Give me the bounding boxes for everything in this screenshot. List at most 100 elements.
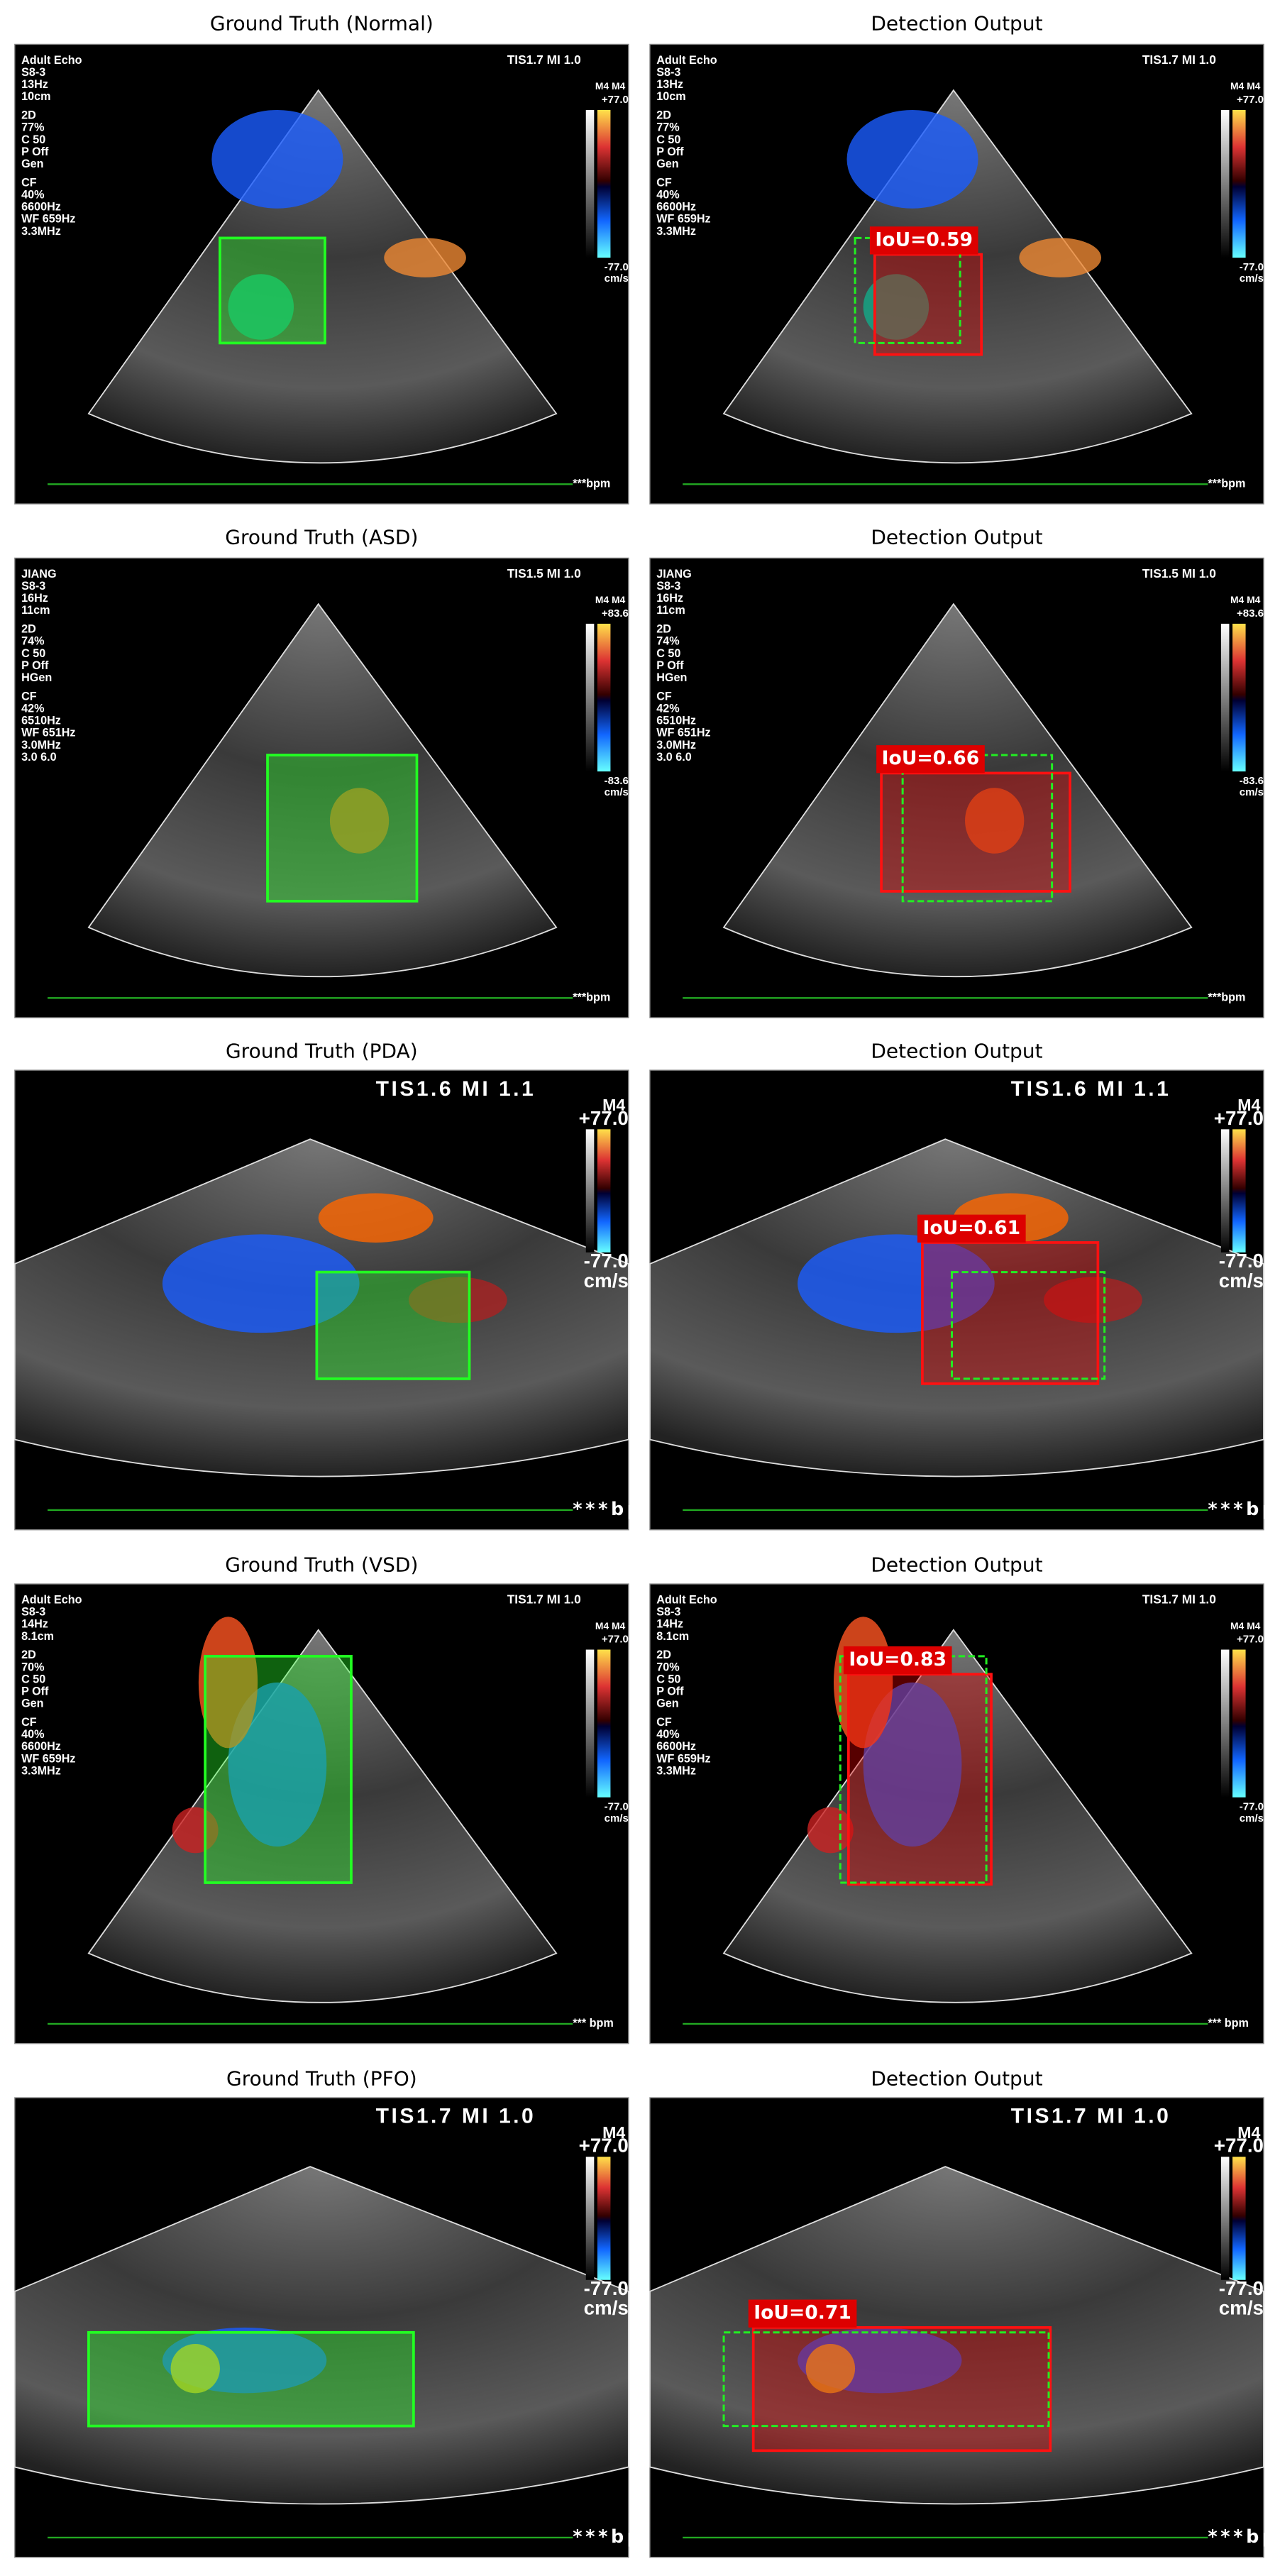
tis-label: TIS1.5 MI 1.0 (507, 566, 581, 580)
doppler-flow (384, 238, 466, 277)
info-text: CF (21, 176, 37, 189)
info-text: 2D (656, 623, 671, 636)
iou-tag (869, 226, 978, 255)
color-bar (1232, 109, 1246, 258)
panel-title: Ground Truth (VSD) (225, 1553, 418, 1577)
info-text: C 50 (656, 133, 680, 146)
gray-bar (1220, 1649, 1230, 1798)
ground-truth-panel: ***bpm TIS1.6 MI 1.1 M4+77.0 -77.0cm/s (13, 1069, 662, 1531)
info-text: 3.3MHz (656, 1764, 696, 1777)
scale-bottom: -77.0 (1240, 1801, 1264, 1813)
scale-bottom: -77.0 (1240, 261, 1264, 273)
info-text: S8-3 (21, 66, 45, 79)
info-text: 70% (656, 1661, 679, 1673)
info-text: 70% (21, 1661, 44, 1673)
doppler-flow (329, 788, 390, 854)
scale-bottom: -77.0 (1219, 2277, 1264, 2299)
info-text: WF 659Hz (21, 1752, 75, 1765)
info-text: 3.3MHz (21, 225, 61, 238)
scale-top: +77.0 (1214, 1107, 1264, 1129)
scale-top: +77.0 (579, 2135, 629, 2157)
scale-unit: cm/s (1240, 786, 1264, 798)
ultrasound-fan (722, 89, 1193, 464)
scale-top: +83.6 (1237, 607, 1264, 620)
doppler-flow (798, 1234, 995, 1333)
info-text: 6510Hz (656, 715, 696, 727)
scale-top: +77.0 (1214, 2135, 1264, 2157)
gray-bar (585, 1129, 595, 1253)
info-text: Gen (656, 1697, 678, 1710)
panel-title: Detection Output (871, 1553, 1042, 1577)
info-text: 40% (656, 1728, 679, 1741)
predicted-box (873, 253, 983, 356)
info-text: P Off (21, 659, 49, 672)
info-text: 77% (21, 121, 44, 134)
tis-label: TIS1.7 MI 1.0 (507, 53, 581, 67)
info-text: Gen (21, 1697, 43, 1710)
info-text: Adult Echo (21, 1593, 82, 1606)
scale-head: M4 M4 (595, 80, 626, 92)
info-text: S8-3 (656, 66, 680, 79)
info-text: 10cm (656, 90, 685, 103)
info-text: 74% (21, 635, 44, 648)
info-text: Adult Echo (21, 54, 82, 67)
doppler-flow (318, 1193, 434, 1243)
info-text: CF (656, 176, 672, 189)
info-text: 77% (656, 121, 679, 134)
doppler-flow (863, 274, 929, 340)
info-text: S8-3 (21, 580, 45, 593)
scale-bottom: -77.0 (1219, 1250, 1264, 1272)
bpm-label: *** bpm (573, 2017, 614, 2030)
info-text: 42% (656, 702, 679, 715)
scale-top: +77.0 (1237, 94, 1264, 106)
ground-truth-panel: ***bpm TIS1.7 MI 1.0 M4+77.0 -77.0cm/s (13, 2097, 662, 2558)
scale-bottom: -83.6 (605, 775, 629, 787)
ultrasound-fan (87, 1629, 558, 2003)
detection-panel: ***bpm TIS1.6 MI 1.1 M4+77.0 -77.0cm/s IoU=0… (649, 1069, 1280, 1531)
doppler-flow (162, 1234, 360, 1333)
info-text: WF 651Hz (656, 727, 710, 739)
predicted-box (880, 771, 1071, 893)
scale-head: M4 M4 (1230, 1620, 1261, 1631)
doppler-flow (228, 1682, 327, 1847)
ground-truth-box (315, 1270, 471, 1380)
gray-bar (585, 2157, 595, 2280)
scale-unit: cm/s (605, 273, 629, 285)
panel-title: Ground Truth (Normal) (210, 12, 434, 35)
doppler-flow (211, 109, 343, 209)
gray-bar (1220, 2157, 1230, 2280)
scale-top: +83.6 (602, 607, 629, 620)
info-text: 6600Hz (21, 1740, 61, 1753)
doppler-flow (170, 2343, 220, 2394)
info-text: 16Hz (656, 592, 683, 605)
ground-truth-outline (951, 1271, 1106, 1380)
color-bar (597, 1649, 611, 1798)
info-text: CF (656, 690, 672, 703)
tis-label: TIS1.7 MI 1.0 (1142, 53, 1216, 67)
color-bar (1232, 1649, 1246, 1798)
scale-head: M4 (1237, 1096, 1260, 1114)
ground-truth-box (204, 1654, 353, 1884)
scale-top: +77.0 (602, 94, 629, 106)
info-text: WF 659Hz (656, 213, 710, 226)
scale-unit: cm/s (1219, 1270, 1264, 1292)
info-text: P Off (656, 1685, 684, 1698)
scale-bottom: -77.0 (605, 261, 629, 273)
info-text: P Off (656, 145, 684, 158)
iou-label: IoU=0.71 (754, 2302, 851, 2324)
bpm-label: *** bpm (1208, 2017, 1249, 2030)
scale-unit: cm/s (584, 1270, 629, 1292)
bpm-label: ***bpm (1208, 1498, 1280, 1519)
info-text: 2D (656, 109, 671, 122)
info-text: JIANG (656, 568, 691, 580)
info-text: WF 651Hz (21, 727, 75, 739)
info-text: S8-3 (21, 1606, 45, 1619)
info-text: JIANG (21, 568, 56, 580)
predicted-box (921, 1241, 1100, 1385)
scale-unit: cm/s (605, 786, 629, 798)
scale-head: M4 M4 (595, 1620, 626, 1631)
iou-tag (748, 2299, 857, 2328)
tis-label: TIS1.7 MI 1.0 (1011, 2105, 1171, 2128)
